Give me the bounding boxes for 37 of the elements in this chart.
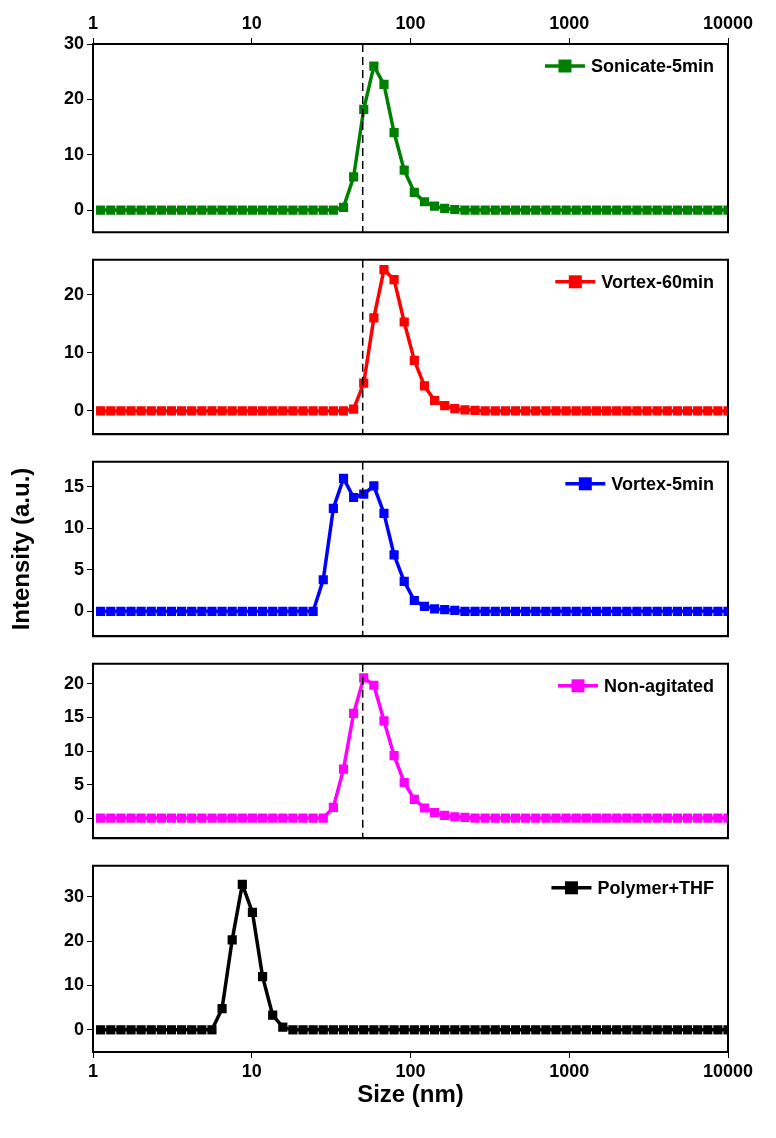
- y-tick-label: 30: [63, 32, 84, 53]
- y-tick-label: 15: [63, 475, 84, 496]
- y-tick-label: 10: [63, 974, 84, 995]
- y-axis-title: Intensity (a.u.): [7, 467, 35, 631]
- y-tick-label: 10: [63, 143, 84, 164]
- x-tick-label: 10: [241, 13, 262, 34]
- y-tick-label: 10: [63, 341, 84, 362]
- y-tick-label: 15: [63, 706, 84, 727]
- y-tick-label: 0: [73, 600, 84, 621]
- y-tick-label: 20: [63, 930, 84, 951]
- y-tick-label: 0: [73, 199, 84, 220]
- x-axis-title: Size (nm): [357, 1080, 464, 1108]
- y-tick-label: 0: [73, 1018, 84, 1039]
- y-tick-label: 10: [63, 739, 84, 760]
- y-tick-label: 0: [73, 807, 84, 828]
- legend-label: Vortex-5min: [611, 473, 715, 494]
- x-tick-label: 1000: [549, 13, 590, 34]
- y-tick-label: 0: [73, 399, 84, 420]
- x-tick-label: 10000: [702, 1060, 754, 1081]
- legend-label: Non-agitated: [604, 675, 714, 696]
- legend-label: Vortex-60min: [601, 271, 714, 292]
- x-tick-label: 100: [395, 1060, 426, 1081]
- y-tick-label: 20: [63, 88, 84, 109]
- y-tick-label: 30: [63, 885, 84, 906]
- x-tick-label: 10: [241, 1060, 262, 1081]
- y-tick-label: 5: [73, 773, 84, 794]
- y-tick-label: 10: [63, 517, 84, 538]
- legend-label: Sonicate-5min: [590, 55, 714, 76]
- y-tick-label: 20: [63, 672, 84, 693]
- x-tick-label: 10000: [702, 13, 754, 34]
- y-tick-label: 5: [73, 558, 84, 579]
- x-tick-label: 100: [395, 13, 426, 34]
- x-tick-label: 1: [87, 1060, 99, 1081]
- legend-label: Polymer+THF: [597, 877, 715, 898]
- x-tick-label: 1000: [549, 1060, 590, 1081]
- x-tick-label: 1: [87, 13, 99, 34]
- y-tick-label: 20: [63, 283, 84, 304]
